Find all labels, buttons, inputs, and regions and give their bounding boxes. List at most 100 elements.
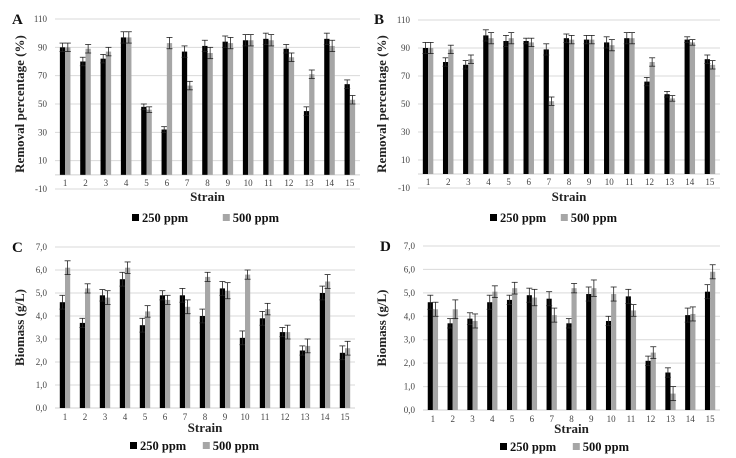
x-tick-label: 8 xyxy=(203,412,208,422)
x-axis-title: Strain xyxy=(552,189,587,204)
x-tick-label: 9 xyxy=(587,177,592,187)
x-tick-label: 3 xyxy=(470,414,475,424)
y-tick-label: 50 xyxy=(401,99,411,109)
bar-250-ppm-strain-7 xyxy=(179,295,185,408)
y-tick-label: 5,0 xyxy=(404,288,416,298)
x-tick-label: 6 xyxy=(165,178,170,188)
bar-250-ppm-strain-4 xyxy=(487,302,493,410)
bar-250-ppm-strain-5 xyxy=(139,325,145,408)
bar-500-ppm-strain-3 xyxy=(472,320,478,410)
y-tick-label: 50 xyxy=(38,99,48,109)
y-tick-label: 3,0 xyxy=(404,335,416,345)
bar-250-ppm-strain-9 xyxy=(583,39,590,174)
bar-250-ppm-strain-10 xyxy=(605,320,612,410)
x-tick-label: 11 xyxy=(627,414,636,424)
bar-250-ppm-strain-4 xyxy=(120,37,127,175)
x-tick-label: 9 xyxy=(223,412,228,422)
x-tick-label: 1 xyxy=(431,414,436,424)
bar-250-ppm-strain-12 xyxy=(644,81,650,174)
x-tick-label: 2 xyxy=(83,412,88,422)
panel-letter: D xyxy=(380,239,391,255)
bar-500-ppm-strain-12 xyxy=(649,62,655,174)
x-tick-label: 14 xyxy=(325,178,335,188)
x-tick-label: 4 xyxy=(123,412,128,422)
y-tick-label: 1,0 xyxy=(404,382,416,392)
bar-500-ppm-strain-1 xyxy=(428,48,434,174)
bar-250-ppm-strain-4 xyxy=(119,279,125,408)
bar-250-ppm-strain-3 xyxy=(463,64,469,174)
panel-letter: C xyxy=(12,240,23,256)
bar-500-ppm-strain-15 xyxy=(709,64,716,174)
y-tick-label: 10 xyxy=(401,155,411,165)
bar-250-ppm-strain-1 xyxy=(59,47,66,175)
bar-500-ppm-strain-10 xyxy=(245,274,251,408)
y-tick-label: -10 xyxy=(398,183,410,193)
legend-swatch-500-ppm xyxy=(572,443,580,450)
bar-250-ppm-strain-9 xyxy=(586,294,592,410)
bar-500-ppm-strain-6 xyxy=(531,297,538,410)
bar-250-ppm-strain-12 xyxy=(279,332,285,408)
bar-500-ppm-strain-11 xyxy=(265,309,271,408)
x-tick-label: 14 xyxy=(685,177,695,187)
legend-label: 250 ppm xyxy=(500,211,547,225)
x-tick-label: 7 xyxy=(547,177,552,187)
bar-500-ppm-strain-11 xyxy=(268,40,274,175)
legend-label: 500 ppm xyxy=(233,211,280,225)
bar-500-ppm-strain-2 xyxy=(85,48,91,175)
bar-250-ppm-strain-7 xyxy=(546,298,552,410)
bar-250-ppm-strain-5 xyxy=(503,41,509,174)
x-tick-label: 6 xyxy=(530,414,535,424)
legend-label: 500 ppm xyxy=(583,440,630,454)
x-tick-label: 1 xyxy=(63,412,68,422)
bar-250-ppm-strain-13 xyxy=(664,94,670,174)
x-tick-label: 10 xyxy=(244,178,254,188)
x-tick-label: 13 xyxy=(666,414,676,424)
x-tick-label: 3 xyxy=(104,178,109,188)
bar-500-ppm-strain-4 xyxy=(125,267,131,408)
bar-500-ppm-strain-2 xyxy=(85,288,91,408)
x-tick-label: 12 xyxy=(646,414,655,424)
x-tick-label: 10 xyxy=(607,414,617,424)
bar-250-ppm-strain-6 xyxy=(523,41,529,174)
bar-250-ppm-strain-12 xyxy=(645,360,651,410)
x-tick-label: 8 xyxy=(567,177,572,187)
bar-250-ppm-strain-13 xyxy=(665,372,671,410)
bar-250-ppm-strain-15 xyxy=(704,59,710,175)
bar-250-ppm-strain-9 xyxy=(222,41,228,175)
bar-250-ppm-strain-14 xyxy=(685,315,691,410)
x-tick-label: 10 xyxy=(605,177,615,187)
y-axis-title: Removal percentage (%) xyxy=(374,35,389,173)
y-tick-label: 5,0 xyxy=(36,288,48,298)
x-tick-label: 1 xyxy=(63,178,68,188)
bar-500-ppm-strain-4 xyxy=(126,37,132,175)
bar-500-ppm-strain-7 xyxy=(551,315,557,410)
bar-250-ppm-strain-3 xyxy=(100,58,106,175)
y-tick-label: 30 xyxy=(38,127,48,137)
x-tick-label: 3 xyxy=(466,177,471,187)
y-tick-label: 6,0 xyxy=(404,264,416,274)
bar-500-ppm-strain-8 xyxy=(207,53,213,175)
bar-500-ppm-strain-9 xyxy=(225,290,231,408)
bar-500-ppm-strain-5 xyxy=(508,38,514,175)
x-tick-label: 9 xyxy=(226,178,231,188)
legend-label: 500 ppm xyxy=(213,439,260,453)
x-tick-label: 12 xyxy=(645,177,654,187)
y-tick-label: 110 xyxy=(34,14,48,24)
bar-250-ppm-strain-2 xyxy=(442,62,449,174)
legend-swatch-250-ppm xyxy=(132,214,139,221)
bar-250-ppm-strain-6 xyxy=(159,295,165,408)
bar-500-ppm-strain-1 xyxy=(65,47,71,175)
bar-250-ppm-strain-14 xyxy=(324,38,330,175)
bar-250-ppm-strain-2 xyxy=(80,61,86,175)
y-tick-label: 4,0 xyxy=(36,311,48,321)
bar-250-ppm-strain-10 xyxy=(239,337,245,408)
bar-500-ppm-strain-15 xyxy=(349,99,356,175)
bar-500-ppm-strain-13 xyxy=(309,74,315,175)
bar-250-ppm-strain-10 xyxy=(242,40,249,175)
panel-letter: A xyxy=(12,12,23,28)
bar-250-ppm-strain-8 xyxy=(202,45,208,175)
bar-250-ppm-strain-8 xyxy=(566,323,572,410)
bar-250-ppm-strain-1 xyxy=(427,302,433,410)
y-tick-label: 70 xyxy=(38,71,48,81)
x-tick-label: 5 xyxy=(510,414,515,424)
